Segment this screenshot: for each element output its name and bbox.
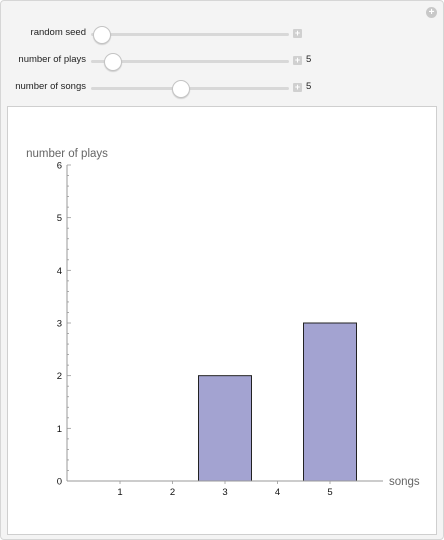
- plot-panel: 0 1 2 3 4 5 6 1 2 3 4 5 number of plays songs: [7, 106, 437, 535]
- number-of-songs-label: number of songs: [15, 81, 86, 92]
- x-tick-label: 2: [170, 487, 175, 498]
- number-of-songs-control: number of songs + 5: [1, 78, 443, 98]
- number-of-plays-plus-icon[interactable]: +: [293, 55, 302, 65]
- bar-3: [198, 375, 252, 482]
- bar-chart: 0 1 2 3 4 5 6 1 2 3 4 5 number of plays songs: [26, 148, 420, 498]
- y-tick-label: 4: [57, 266, 62, 277]
- x-axis-label: songs: [389, 476, 420, 488]
- number-of-songs-plus-icon[interactable]: +: [293, 82, 302, 92]
- number-of-plays-label: number of plays: [18, 54, 86, 65]
- random-seed-label: random seed: [30, 27, 86, 38]
- number-of-plays-slider[interactable]: [91, 53, 289, 71]
- random-seed-slider[interactable]: [91, 26, 289, 44]
- y-tick-label: 3: [57, 319, 62, 330]
- x-tick-label: 4: [275, 487, 280, 498]
- random-seed-control: random seed +: [1, 24, 443, 44]
- y-axis-label: number of plays: [26, 148, 108, 160]
- number-of-songs-slider[interactable]: [91, 80, 289, 98]
- options-icon[interactable]: +: [426, 7, 437, 18]
- bar-5: [303, 322, 357, 482]
- y-tick-label: 2: [57, 371, 62, 382]
- y-tick-label: 0: [57, 477, 62, 488]
- y-tick-label: 6: [57, 161, 62, 172]
- x-tick-label: 1: [117, 487, 122, 498]
- x-tick-label: 5: [327, 487, 332, 498]
- y-tick-label: 1: [57, 424, 62, 435]
- number-of-songs-value: 5: [306, 81, 312, 92]
- number-of-songs-slider-thumb[interactable]: [172, 80, 191, 98]
- x-tick-label: 3: [222, 487, 227, 498]
- number-of-plays-value: 5: [306, 54, 312, 65]
- random-seed-plus-icon[interactable]: +: [293, 28, 302, 38]
- number-of-plays-control: number of plays + 5: [1, 51, 443, 71]
- y-tick-label: 5: [57, 213, 62, 224]
- random-seed-slider-thumb[interactable]: [92, 26, 111, 44]
- number-of-plays-slider-thumb[interactable]: [103, 53, 122, 71]
